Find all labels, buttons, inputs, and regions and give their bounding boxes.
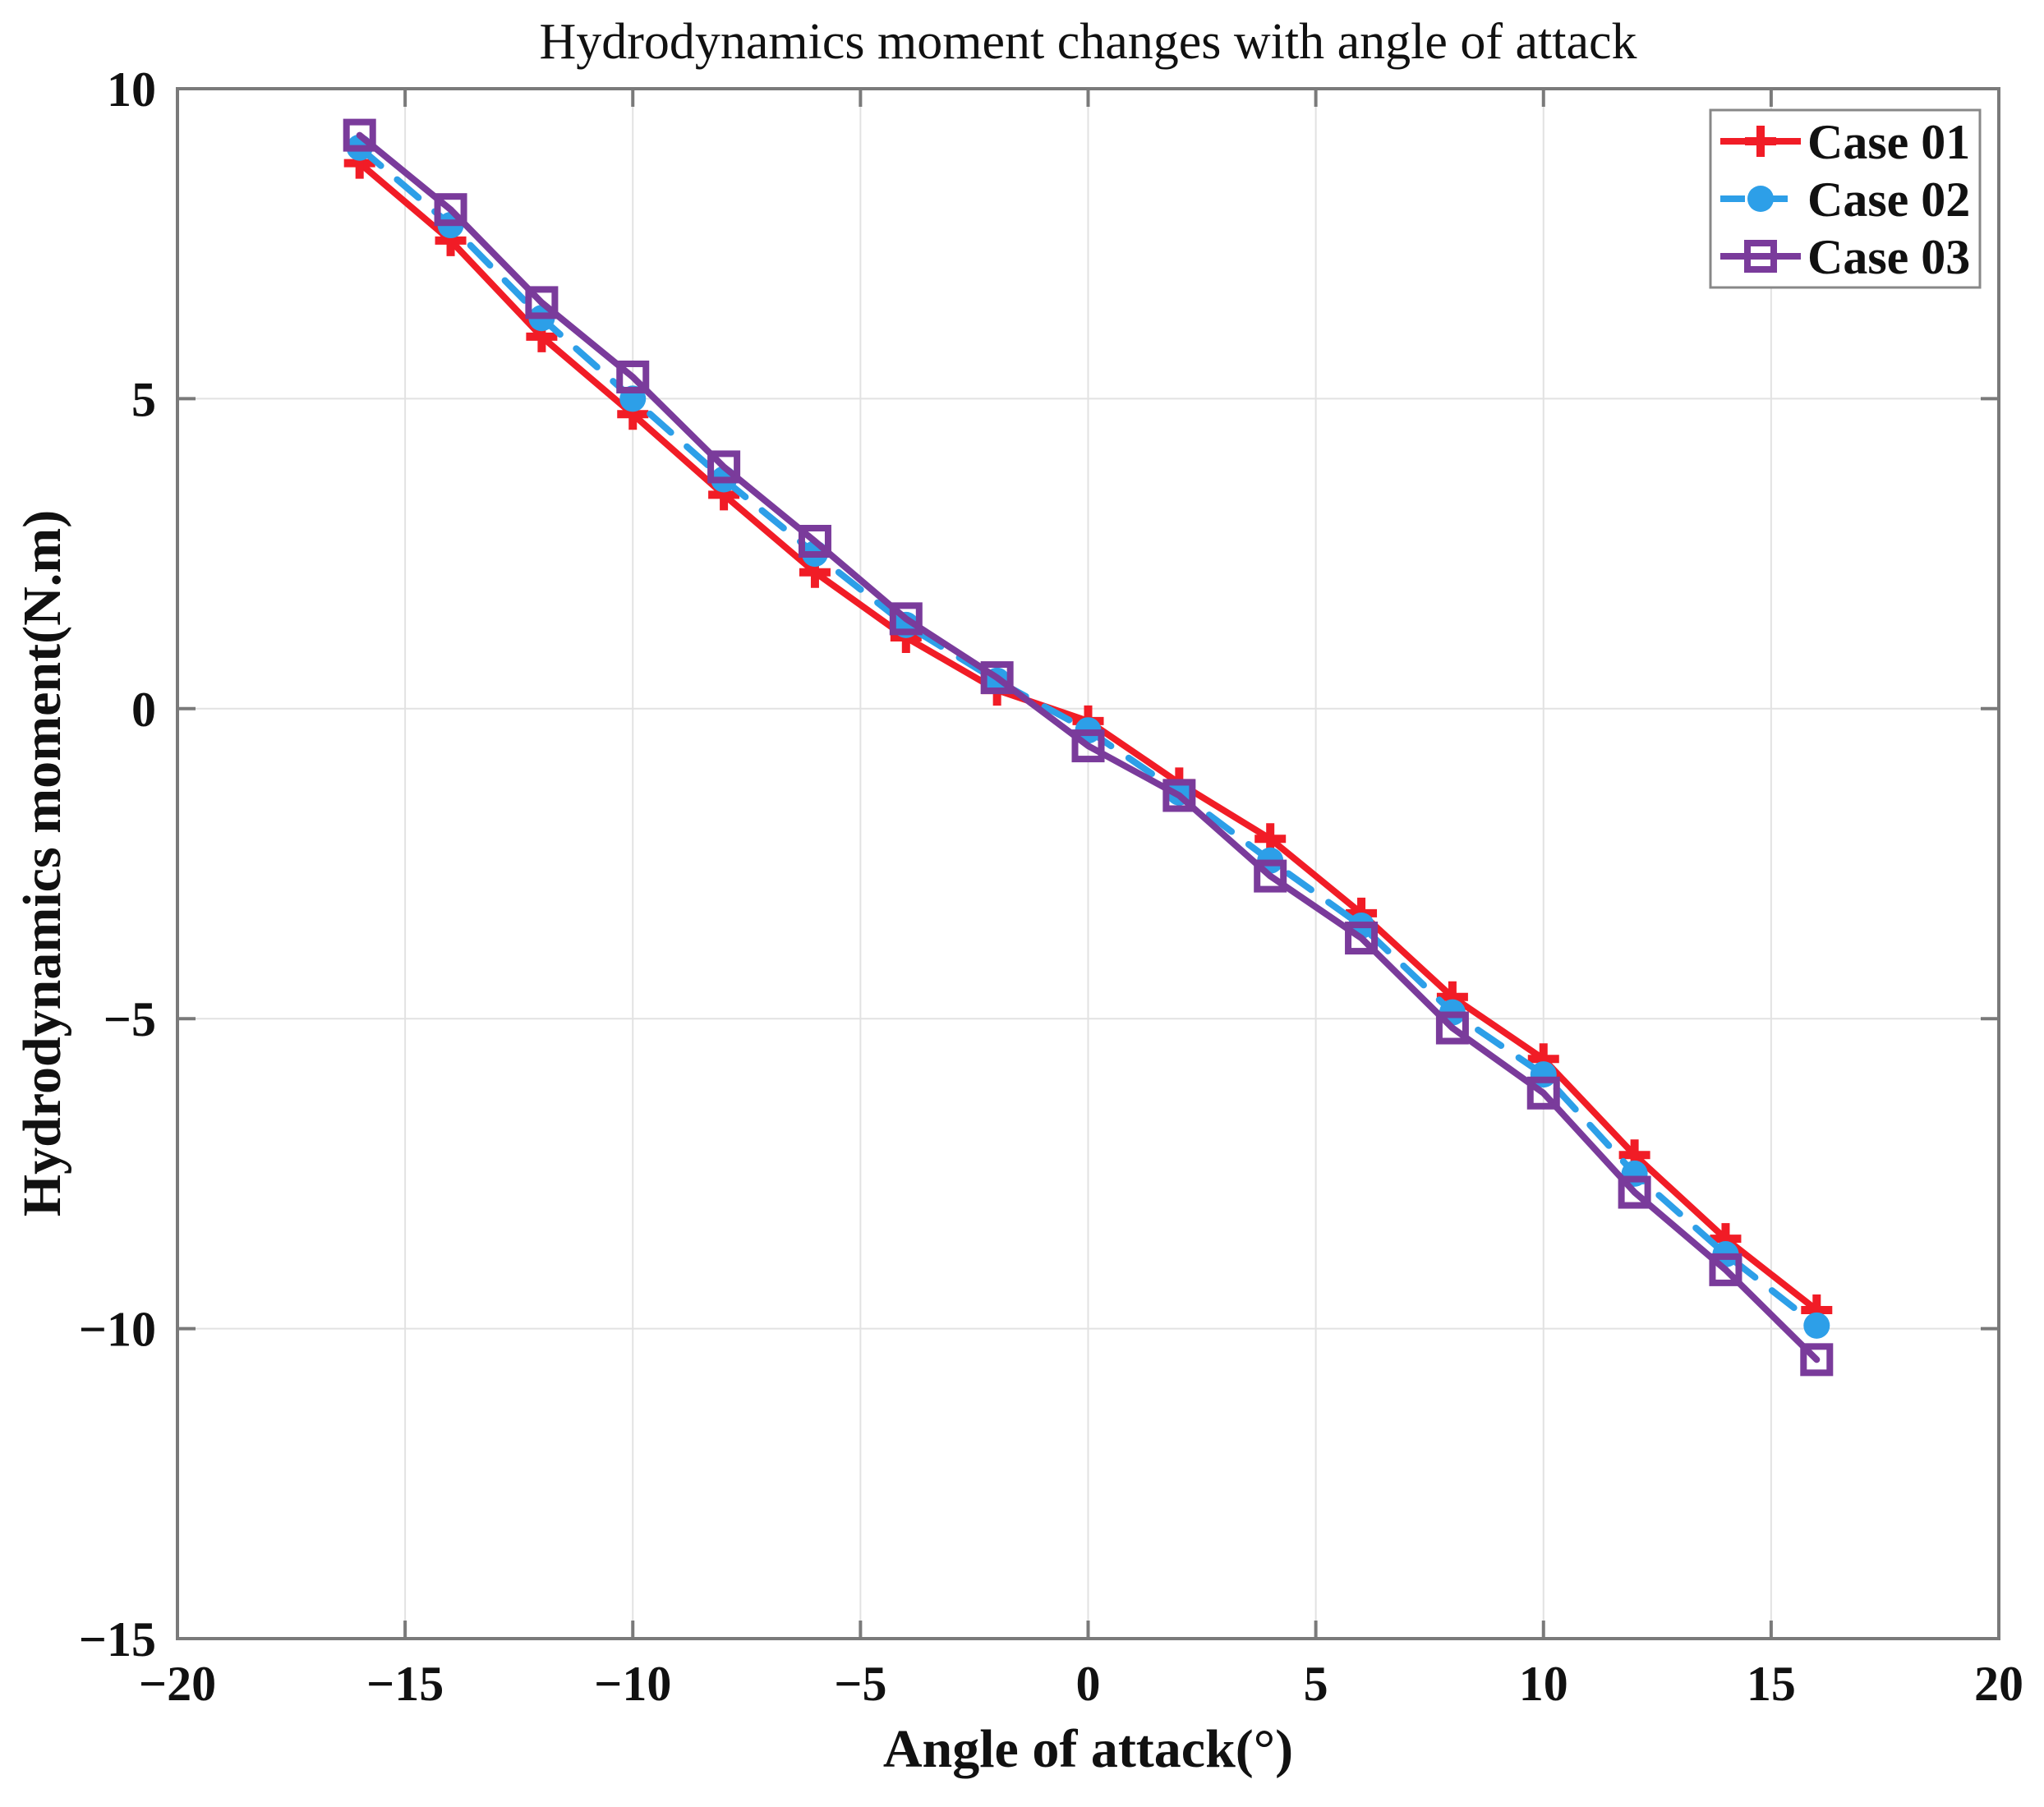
series-marker-case-03 bbox=[1254, 859, 1287, 893]
series-marker-case-03 bbox=[525, 286, 559, 320]
series-marker-case-03 bbox=[1345, 922, 1379, 955]
series-marker-case-03 bbox=[343, 118, 376, 152]
series-marker-case-03 bbox=[798, 525, 831, 559]
series-marker-case-03 bbox=[616, 360, 650, 393]
series-marker-case-03 bbox=[1071, 729, 1105, 763]
x-tick-label: 10 bbox=[1519, 1657, 1568, 1711]
chart-title: Hydrodynamics moment changes with angle … bbox=[539, 14, 1637, 70]
x-tick-label: −5 bbox=[834, 1657, 886, 1711]
x-tick-label: −20 bbox=[139, 1657, 216, 1711]
series-marker-case-03 bbox=[1709, 1253, 1742, 1286]
series-line-case-03 bbox=[356, 131, 1821, 1363]
x-tick-label: 0 bbox=[1076, 1657, 1101, 1711]
series-marker-case-03 bbox=[889, 602, 923, 636]
y-tick-label: −15 bbox=[79, 1612, 156, 1667]
legend-marker-case-02 bbox=[1747, 186, 1774, 212]
series-marker-case-03 bbox=[1162, 779, 1196, 812]
legend-item-case-03: Case 03 bbox=[1807, 230, 1970, 284]
y-tick-label: 10 bbox=[107, 62, 156, 117]
series-marker-case-03 bbox=[707, 450, 741, 484]
x-tick-label: 15 bbox=[1747, 1657, 1796, 1711]
series-marker-case-03 bbox=[980, 661, 1014, 695]
y-tick-label: −5 bbox=[104, 992, 156, 1046]
series-marker-case-03 bbox=[1526, 1076, 1560, 1110]
legend-item-case-01: Case 01 bbox=[1807, 115, 1970, 169]
x-tick-label: −10 bbox=[594, 1657, 671, 1711]
y-tick-label: −10 bbox=[79, 1303, 156, 1357]
legend-marker-case-03 bbox=[1744, 240, 1777, 273]
y-tick-label: 5 bbox=[131, 372, 156, 426]
series-marker-case-02 bbox=[1803, 1312, 1830, 1339]
series-marker-case-03 bbox=[434, 193, 467, 227]
x-tick-label: 5 bbox=[1304, 1657, 1328, 1711]
y-tick-label: 0 bbox=[131, 683, 156, 737]
legend-item-case-02: Case 02 bbox=[1807, 172, 1970, 227]
x-axis-label: Angle of attack(°) bbox=[882, 1719, 1294, 1779]
series-marker-case-03 bbox=[1800, 1343, 1834, 1377]
x-tick-label: −15 bbox=[366, 1657, 444, 1711]
series-marker-case-03 bbox=[1618, 1175, 1651, 1209]
series-marker-case-03 bbox=[1435, 1011, 1469, 1045]
x-tick-label: 20 bbox=[1974, 1657, 2023, 1711]
